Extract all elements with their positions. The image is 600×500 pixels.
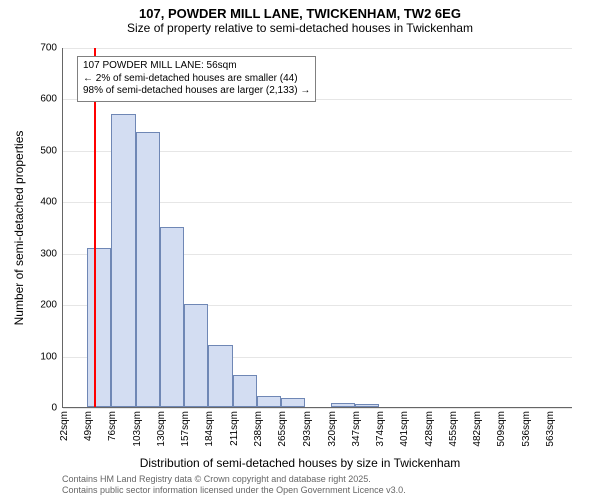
histogram-bar <box>160 227 184 407</box>
x-tick-label: 130sqm <box>156 411 167 447</box>
x-axis-label: Distribution of semi-detached houses by … <box>0 456 600 470</box>
footer-line-2: Contains public sector information licen… <box>62 485 406 496</box>
x-tick-label: 320sqm <box>327 411 338 447</box>
x-tick-label: 563sqm <box>545 411 556 447</box>
gridline <box>63 408 572 409</box>
chart-subtitle: Size of property relative to semi-detach… <box>0 21 600 39</box>
histogram-bar <box>111 114 135 407</box>
histogram-bar <box>355 404 379 407</box>
histogram-bar <box>257 396 281 407</box>
footer-line-1: Contains HM Land Registry data © Crown c… <box>62 474 406 485</box>
y-tick-label: 300 <box>40 248 63 259</box>
plot-area: 010020030040050060070022sqm49sqm76sqm103… <box>62 48 572 408</box>
plot-wrap: 010020030040050060070022sqm49sqm76sqm103… <box>62 48 572 408</box>
x-tick-label: 103sqm <box>132 411 143 447</box>
x-tick-label: 293sqm <box>302 411 313 447</box>
footer: Contains HM Land Registry data © Crown c… <box>62 474 406 496</box>
property-marker-line <box>94 48 96 407</box>
x-tick-label: 428sqm <box>424 411 435 447</box>
histogram-bar <box>208 345 232 407</box>
x-tick-label: 509sqm <box>496 411 507 447</box>
x-tick-label: 374sqm <box>375 411 386 447</box>
histogram-bar <box>87 248 111 407</box>
gridline <box>63 48 572 49</box>
x-tick-label: 347sqm <box>351 411 362 447</box>
x-tick-label: 157sqm <box>180 411 191 447</box>
x-tick-label: 184sqm <box>204 411 215 447</box>
x-tick-label: 536sqm <box>521 411 532 447</box>
y-axis-label: Number of semi-detached properties <box>12 131 26 326</box>
annotation-line: ← 2% of semi-detached houses are smaller… <box>83 73 310 86</box>
y-tick-label: 400 <box>40 197 63 208</box>
y-tick-label: 700 <box>40 43 63 54</box>
annotation-line: 98% of semi-detached houses are larger (… <box>83 85 310 98</box>
x-tick-label: 265sqm <box>277 411 288 447</box>
x-tick-label: 76sqm <box>107 411 118 441</box>
y-tick-label: 600 <box>40 94 63 105</box>
x-tick-label: 455sqm <box>448 411 459 447</box>
x-tick-label: 49sqm <box>83 411 94 441</box>
x-tick-label: 401sqm <box>399 411 410 447</box>
x-tick-label: 482sqm <box>472 411 483 447</box>
y-tick-label: 200 <box>40 300 63 311</box>
histogram-bar <box>233 375 257 407</box>
x-tick-label: 211sqm <box>229 411 240 446</box>
histogram-bar <box>184 304 208 407</box>
histogram-bar <box>136 132 160 407</box>
x-tick-label: 238sqm <box>253 411 264 447</box>
chart-title: 107, POWDER MILL LANE, TWICKENHAM, TW2 6… <box>0 0 600 21</box>
histogram-bar <box>281 398 305 407</box>
histogram-bar <box>331 403 355 407</box>
x-tick-label: 22sqm <box>59 411 70 441</box>
annotation-box: 107 POWDER MILL LANE: 56sqm← 2% of semi-… <box>77 56 316 102</box>
annotation-line: 107 POWDER MILL LANE: 56sqm <box>83 60 310 73</box>
y-tick-label: 500 <box>40 145 63 156</box>
y-tick-label: 100 <box>40 351 63 362</box>
